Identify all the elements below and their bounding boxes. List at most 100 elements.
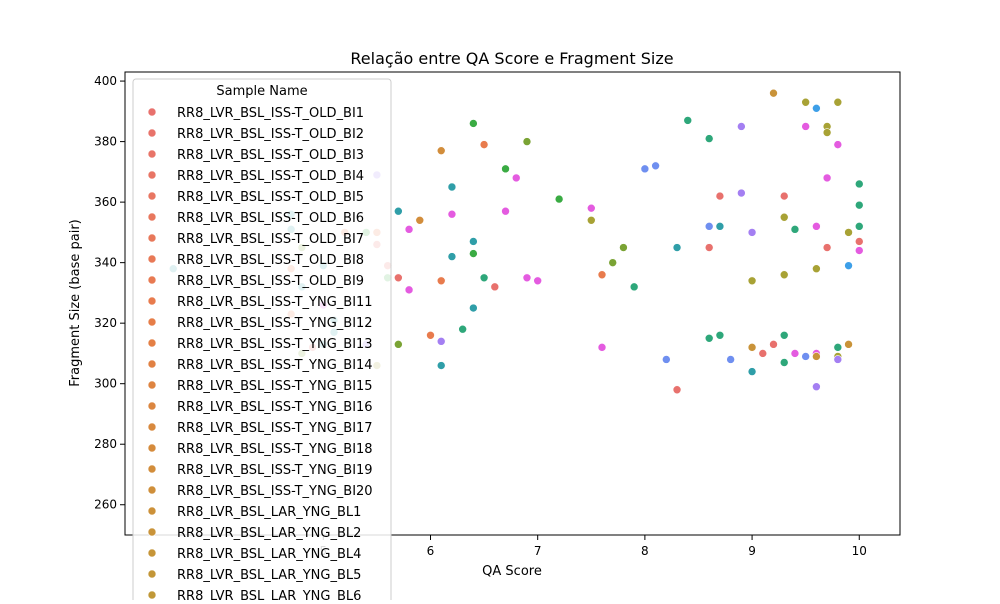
x-tick-label: 6 — [427, 544, 435, 558]
legend-marker — [147, 401, 157, 411]
data-point — [747, 276, 757, 286]
data-point — [812, 222, 821, 231]
data-point — [704, 243, 714, 252]
data-point — [586, 203, 596, 213]
data-point — [586, 215, 596, 225]
data-point — [747, 228, 757, 237]
legend-entry-label: RR8_LVR_BSL_ISS-T_YNG_BI17 — [177, 421, 373, 436]
data-point — [436, 146, 446, 155]
data-point — [726, 355, 735, 364]
data-point — [522, 273, 532, 283]
legend-entry-label: RR8_LVR_BSL_ISS-T_YNG_BI16 — [177, 400, 373, 415]
data-point — [479, 140, 489, 149]
legend-entry-label: RR8_LVR_BSL_LAR_YNG_BL6 — [177, 589, 361, 600]
data-point — [801, 97, 810, 107]
data-point — [779, 191, 789, 201]
y-tick-label: 400 — [94, 74, 117, 88]
legend-marker — [147, 170, 157, 180]
legend-entry-label: RR8_LVR_BSL_ISS-T_OLD_BI5 — [177, 190, 364, 205]
data-point — [844, 261, 853, 270]
data-point — [662, 355, 671, 364]
data-point — [769, 88, 778, 98]
data-point — [447, 182, 457, 192]
data-point — [394, 340, 403, 349]
legend-box — [132, 78, 392, 604]
legend-marker — [147, 212, 157, 222]
legend-entry-label: RR8_LVR_BSL_ISS-T_OLD_BI3 — [177, 148, 364, 163]
legend-marker — [147, 380, 157, 390]
data-point — [436, 337, 446, 346]
legend-marker — [147, 506, 157, 516]
x-tick-label: 8 — [641, 544, 649, 558]
data-point — [704, 134, 714, 143]
x-axis-label: QA Score — [482, 564, 542, 579]
data-point — [479, 273, 489, 283]
data-point — [436, 361, 446, 370]
data-point — [511, 173, 521, 183]
legend-entry-label: RR8_LVR_BSL_ISS-T_YNG_BI14 — [177, 358, 373, 373]
legend-marker — [147, 254, 157, 264]
data-point — [833, 355, 843, 364]
y-tick-label: 260 — [94, 498, 117, 512]
data-point — [790, 225, 800, 234]
data-point — [683, 116, 693, 125]
legend-marker — [147, 149, 157, 159]
data-point — [779, 330, 789, 340]
data-point — [490, 282, 500, 292]
y-axis: 260 280 300 320 340 360 380 400 — [94, 74, 125, 512]
data-point — [801, 352, 810, 361]
y-tick-label: 300 — [94, 377, 117, 391]
data-point — [854, 179, 864, 189]
data-point — [415, 215, 425, 225]
legend-marker — [147, 317, 157, 327]
legend-entry-label: RR8_LVR_BSL_ISS-T_YNG_BI18 — [177, 442, 373, 457]
data-point — [469, 249, 478, 258]
y-tick-label: 280 — [94, 437, 117, 451]
data-point — [822, 173, 832, 183]
data-point — [812, 352, 821, 361]
data-point — [854, 246, 864, 255]
data-point — [854, 222, 864, 231]
x-axis: 5678910 — [319, 535, 867, 558]
legend-entry-label: RR8_LVR_BSL_ISS-T_OLD_BI2 — [177, 127, 364, 142]
data-point — [640, 164, 650, 174]
legend-entry-label: RR8_LVR_BSL_ISS-T_OLD_BI4 — [177, 169, 364, 184]
data-point — [704, 333, 714, 343]
data-point — [501, 164, 510, 174]
data-point — [715, 330, 725, 340]
data-point — [737, 122, 746, 131]
legend-marker — [147, 191, 157, 201]
y-tick-label: 320 — [94, 316, 117, 330]
legend-marker — [147, 422, 157, 432]
data-point — [854, 200, 864, 210]
data-point — [672, 385, 682, 395]
legend-marker — [147, 128, 157, 138]
legend-marker — [147, 590, 157, 600]
legend-marker — [147, 233, 157, 243]
data-point — [469, 237, 478, 246]
data-point — [447, 209, 457, 219]
legend-entry-label: RR8_LVR_BSL_ISS-T_YNG_BI20 — [177, 484, 373, 499]
data-point — [715, 191, 725, 201]
data-point — [533, 276, 542, 286]
legend-marker — [147, 569, 157, 579]
legend: Sample Name RR8_LVR_BSL_ISS-T_OLD_BI1RR8… — [132, 78, 392, 604]
data-point — [769, 340, 778, 349]
data-point — [790, 349, 800, 358]
plot-frame — [124, 71, 901, 536]
data-point — [436, 276, 446, 286]
legend-marker — [147, 464, 157, 474]
legend-marker — [147, 107, 157, 117]
legend-entry-label: RR8_LVR_BSL_ISS-T_YNG_BI11 — [177, 295, 373, 310]
data-point — [779, 358, 789, 367]
legend-entry-label: RR8_LVR_BSL_ISS-T_YNG_BI15 — [177, 379, 373, 394]
data-point — [469, 303, 478, 313]
legend-title: Sample Name — [216, 84, 307, 99]
data-point — [747, 367, 757, 376]
legend-marker — [147, 548, 157, 558]
legend-entry-label: RR8_LVR_BSL_ISS-T_OLD_BI6 — [177, 211, 364, 226]
y-tick-label: 360 — [94, 195, 117, 209]
data-point — [801, 122, 810, 131]
